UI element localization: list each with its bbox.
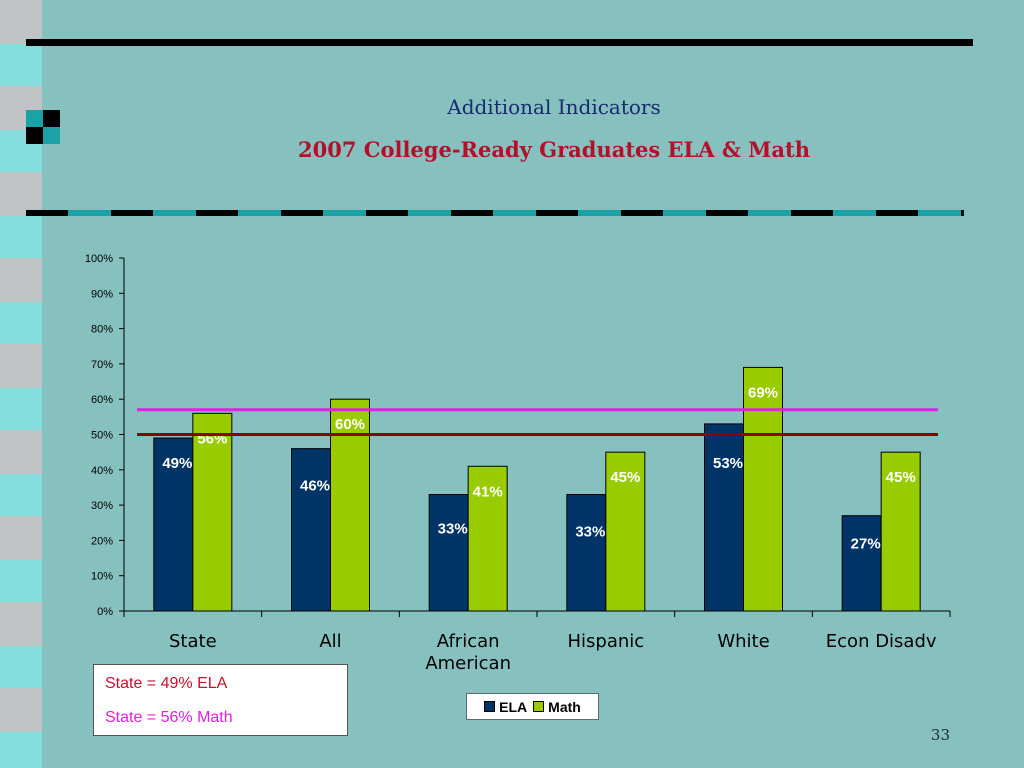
y-tick-label: 0% — [97, 606, 113, 618]
x-category-label: All — [319, 631, 341, 652]
y-tick-label: 50% — [91, 430, 113, 442]
x-category-label: Econ Disadv — [826, 631, 937, 652]
x-category-label: State — [169, 631, 217, 652]
data-label-ela: 53% — [713, 455, 743, 472]
legend-label-math: Math — [548, 698, 581, 715]
note-ela: State = 49% ELA — [105, 675, 228, 692]
legend-label-ela: ELA — [499, 698, 528, 715]
legend-item-math: Math — [533, 699, 581, 715]
y-tick-label: 90% — [91, 288, 113, 300]
bar-ela — [704, 423, 744, 612]
data-label-math: 69% — [748, 384, 778, 401]
chart-legend: ELA Math — [466, 693, 599, 720]
data-label-ela: 33% — [575, 524, 605, 541]
data-label-ela: 46% — [300, 478, 330, 495]
y-tick-label: 70% — [91, 359, 113, 371]
data-label-math: 45% — [610, 469, 640, 486]
bar-math — [192, 412, 233, 612]
bar-math — [743, 366, 783, 612]
bar-math — [880, 451, 921, 612]
x-category-label: Hispanic — [567, 631, 644, 652]
bar-ela — [291, 448, 331, 612]
data-label-math: 56% — [197, 430, 227, 447]
x-category-label: White — [717, 631, 769, 652]
y-tick-label: 80% — [91, 324, 113, 336]
y-tick-label: 100% — [85, 253, 113, 265]
slide-subtitle: Additional Indicators — [447, 95, 661, 119]
page-number: 33 — [930, 726, 950, 744]
bar-math — [467, 465, 508, 612]
data-label-math: 60% — [335, 416, 365, 433]
state-note-box: State = 49% ELA State = 56% Math — [93, 664, 348, 736]
dashed-rule — [26, 210, 964, 216]
y-tick-label: 30% — [91, 500, 113, 512]
slide-title: 2007 College-Ready Graduates ELA & Math — [298, 137, 810, 162]
data-label-ela: 33% — [438, 521, 468, 538]
corner-squares-icon — [26, 110, 60, 144]
y-tick-label: 40% — [91, 465, 113, 477]
y-tick-label: 20% — [91, 535, 113, 547]
data-label-ela: 49% — [162, 455, 192, 472]
y-tick-label: 10% — [91, 571, 113, 583]
bar-math — [605, 451, 646, 612]
bar-ela — [841, 515, 882, 612]
x-category-label: African American — [425, 631, 511, 674]
legend-swatch-math — [533, 701, 545, 712]
data-label-ela: 27% — [851, 536, 881, 553]
data-label-math: 45% — [886, 469, 916, 486]
bar-ela — [153, 437, 194, 612]
legend-item-ela: ELA — [484, 699, 527, 715]
top-rule — [26, 39, 973, 46]
note-math: State = 56% Math — [105, 709, 233, 726]
bar-ela — [428, 494, 469, 612]
legend-swatch-ela — [484, 701, 496, 712]
bar-ela — [566, 494, 607, 612]
data-label-math: 41% — [473, 483, 503, 500]
y-tick-label: 60% — [91, 394, 113, 406]
